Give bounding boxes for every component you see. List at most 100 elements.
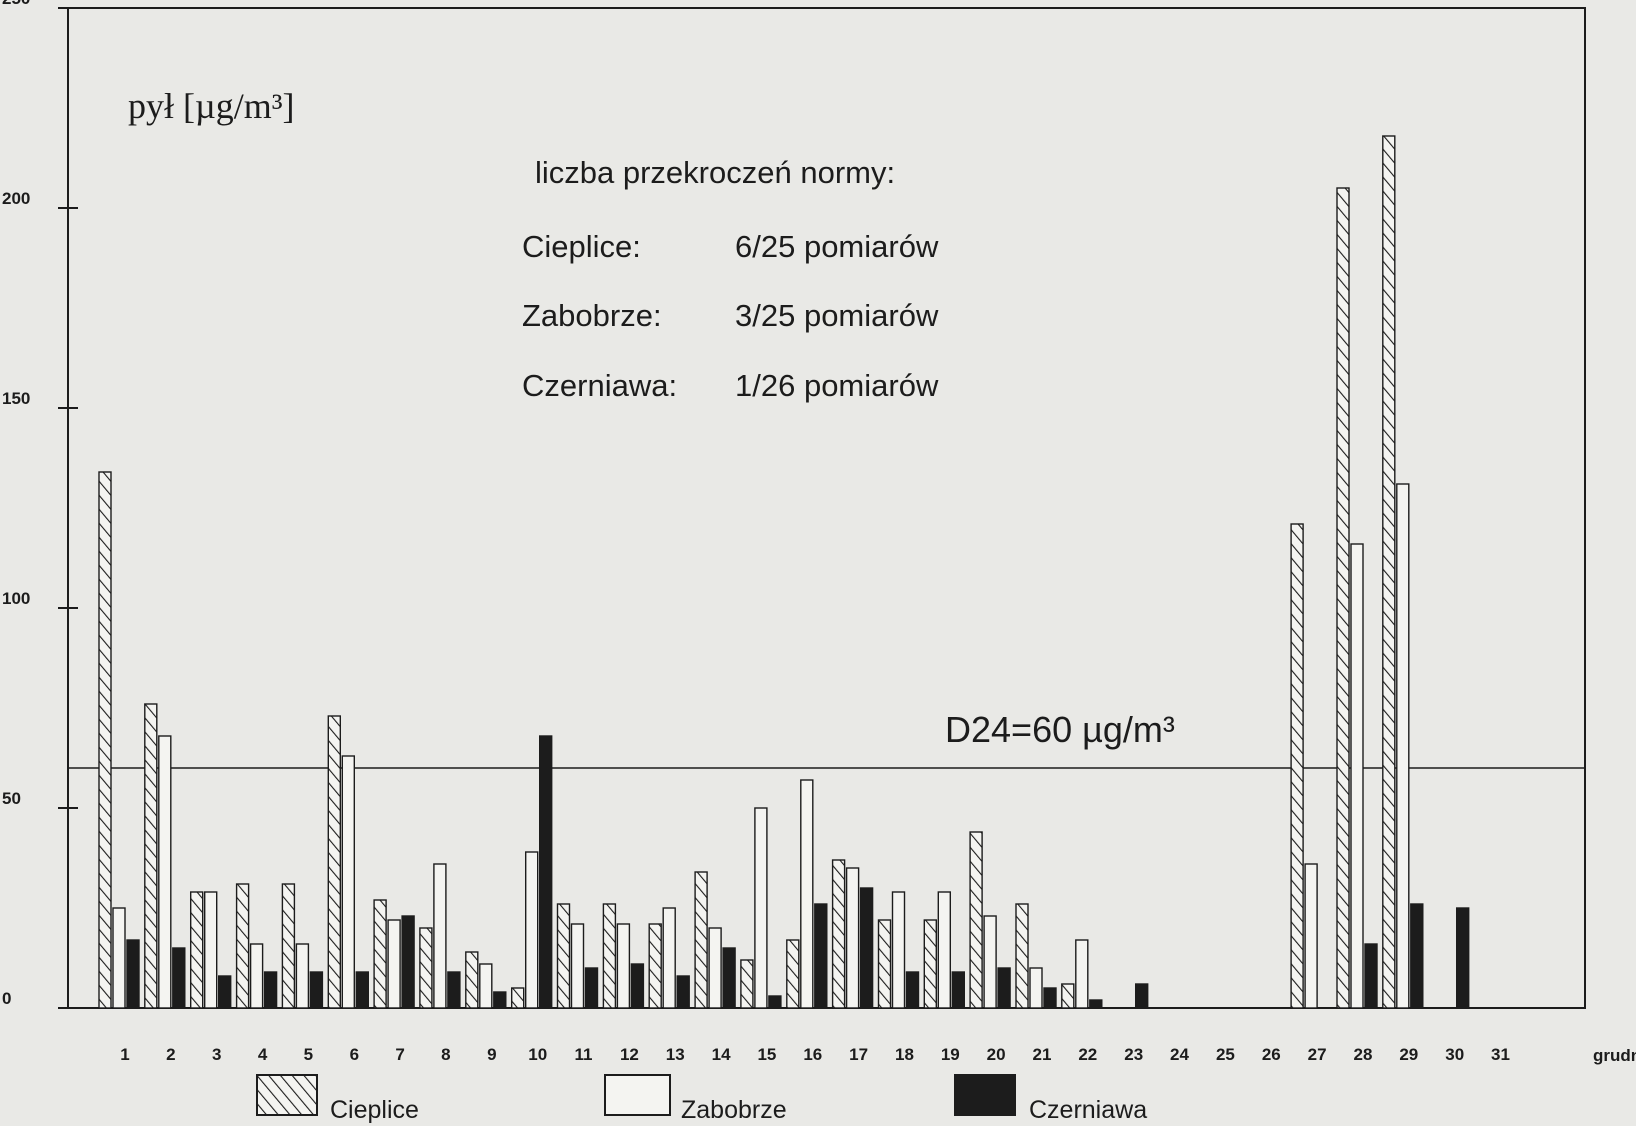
x-tick-label: 6 xyxy=(350,1045,359,1064)
legend-swatch-czerniawa xyxy=(954,1074,1016,1116)
y-tick-label: 0 xyxy=(2,989,11,1008)
legend-label-zabobrze: Zabobrze xyxy=(681,1096,787,1124)
legend: Cieplice Zabobrze Czerniawa xyxy=(256,1074,1147,1124)
annotation-title: liczba przekroczeń normy: xyxy=(535,155,895,190)
bar-czerniawa-day-15 xyxy=(768,995,782,1009)
bar-czerniawa-day-9 xyxy=(493,991,507,1009)
x-tick-label: 11 xyxy=(575,1045,593,1064)
bar-czerniawa-day-30 xyxy=(1455,907,1470,1009)
bar-zabobrze-day-22 xyxy=(1075,939,1089,1009)
x-tick-label: 9 xyxy=(487,1045,496,1064)
x-tick-label: 24 xyxy=(1170,1045,1189,1064)
annotation-station-czerniawa: Czerniawa: xyxy=(522,368,677,403)
x-tick-label: 26 xyxy=(1262,1045,1281,1064)
bar-czerniawa-day-8 xyxy=(447,971,461,1009)
bar-czerniawa-day-5 xyxy=(309,971,324,1009)
bar-zabobrze-day-18 xyxy=(891,891,906,1009)
bar-czerniawa-day-29 xyxy=(1410,903,1424,1009)
bar-cieplice-day-28 xyxy=(1336,187,1350,1009)
bar-czerniawa-day-16 xyxy=(814,903,828,1009)
bar-zabobrze-day-20 xyxy=(983,915,997,1009)
bar-czerniawa-day-22 xyxy=(1089,999,1103,1009)
y-axis-label: pył [µg/m³] xyxy=(128,86,295,126)
bar-zabobrze-day-9 xyxy=(479,963,493,1009)
x-tick-label: 4 xyxy=(258,1045,268,1064)
x-tick-label: 16 xyxy=(803,1045,822,1064)
y-tick-label: 100 xyxy=(2,589,30,608)
bar-cieplice-day-6 xyxy=(327,715,341,1009)
annotation-value-zabobrze: 3/25 pomiarów xyxy=(735,298,939,333)
bar-czerniawa-day-13 xyxy=(676,975,690,1009)
x-tick-label: 18 xyxy=(895,1045,914,1064)
x-axis-suffix: grudnia 1993 xyxy=(1593,1046,1636,1065)
bar-zabobrze-day-16 xyxy=(800,779,814,1009)
bar-czerniawa-day-21 xyxy=(1043,987,1057,1009)
bar-czerniawa-day-2 xyxy=(172,947,186,1009)
bar-zabobrze-day-4 xyxy=(249,943,264,1009)
bar-cieplice-day-18 xyxy=(877,919,892,1009)
bar-cieplice-day-14 xyxy=(694,871,708,1009)
x-tick-label: 10 xyxy=(528,1045,547,1064)
bar-cieplice-day-1 xyxy=(98,471,112,1009)
bar-czerniawa-day-10 xyxy=(539,735,553,1009)
bar-czerniawa-day-11 xyxy=(584,967,599,1009)
bar-zabobrze-day-29 xyxy=(1396,483,1410,1009)
bar-czerniawa-day-6 xyxy=(355,971,369,1009)
x-tick-label: 21 xyxy=(1033,1045,1052,1064)
bar-cieplice-day-20 xyxy=(969,831,983,1009)
bar-zabobrze-day-27 xyxy=(1304,863,1318,1009)
bar-cieplice-day-17 xyxy=(831,859,846,1009)
bar-cieplice-day-19 xyxy=(923,919,937,1009)
x-tick-label: 28 xyxy=(1354,1045,1373,1064)
bar-zabobrze-day-19 xyxy=(937,891,951,1009)
bar-czerniawa-day-4 xyxy=(263,971,278,1009)
bar-czerniawa-day-28 xyxy=(1364,943,1378,1009)
x-tick-label: 8 xyxy=(441,1045,450,1064)
bar-czerniawa-day-20 xyxy=(997,967,1011,1009)
y-tick-label: 200 xyxy=(2,189,30,208)
bar-cieplice-day-5 xyxy=(281,883,296,1009)
bar-cieplice-day-9 xyxy=(465,951,479,1009)
bar-zabobrze-day-15 xyxy=(754,807,768,1009)
bar-cieplice-day-15 xyxy=(740,959,754,1009)
x-tick-label: 23 xyxy=(1124,1045,1143,1064)
bar-cieplice-day-2 xyxy=(144,703,158,1009)
x-tick-label: 15 xyxy=(757,1045,776,1064)
bar-zabobrze-day-10 xyxy=(525,851,539,1009)
bar-czerniawa-day-14 xyxy=(722,947,736,1009)
annotation-value-czerniawa: 1/26 pomiarów xyxy=(735,368,939,403)
x-tick-label: 2 xyxy=(166,1045,175,1064)
x-tick-label: 27 xyxy=(1308,1045,1327,1064)
bar-cieplice-day-22 xyxy=(1061,983,1075,1009)
bar-czerniawa-day-23 xyxy=(1134,983,1149,1009)
bar-czerniawa-day-19 xyxy=(951,971,965,1009)
bar-zabobrze-day-12 xyxy=(616,923,631,1009)
x-tick-label: 20 xyxy=(987,1045,1006,1064)
bar-czerniawa-day-18 xyxy=(905,971,920,1009)
bar-cieplice-day-13 xyxy=(648,923,662,1009)
x-axis: 1 2 3 4 5 6 7 8 9 10 11 12 13 14 15 16 17 18 19 20 21 22 23 24 2… xyxy=(120,1045,1510,1064)
legend-swatch-zabobrze xyxy=(604,1074,671,1116)
bar-cieplice-day-12 xyxy=(602,903,617,1009)
bar-cieplice-day-10 xyxy=(511,987,525,1009)
exceedance-annotation: liczba przekroczeń normy: Cieplice: 6/25… xyxy=(522,155,939,403)
annotation-station-cieplice: Cieplice: xyxy=(522,229,641,264)
bar-zabobrze-day-2 xyxy=(158,735,172,1009)
bar-zabobrze-day-28 xyxy=(1350,543,1364,1009)
annotation-value-cieplice: 6/25 pomiarów xyxy=(735,229,939,264)
x-tick-label: 22 xyxy=(1078,1045,1097,1064)
bar-zabobrze-day-11 xyxy=(570,923,585,1009)
bar-cieplice-day-3 xyxy=(189,891,204,1009)
x-tick-label: 12 xyxy=(620,1045,639,1064)
x-tick-label: 13 xyxy=(666,1045,685,1064)
bars xyxy=(98,135,1470,1009)
bar-cieplice-day-16 xyxy=(786,939,800,1009)
y-tick-label: 150 xyxy=(2,389,30,408)
bar-zabobrze-day-3 xyxy=(203,891,218,1009)
bar-czerniawa-day-1 xyxy=(126,939,140,1009)
bar-cieplice-day-27 xyxy=(1290,523,1304,1009)
x-tick-label: 14 xyxy=(712,1045,731,1064)
bar-czerniawa-day-17 xyxy=(859,887,874,1009)
norm-line-label: D24=60 µg/m³ xyxy=(945,709,1175,750)
